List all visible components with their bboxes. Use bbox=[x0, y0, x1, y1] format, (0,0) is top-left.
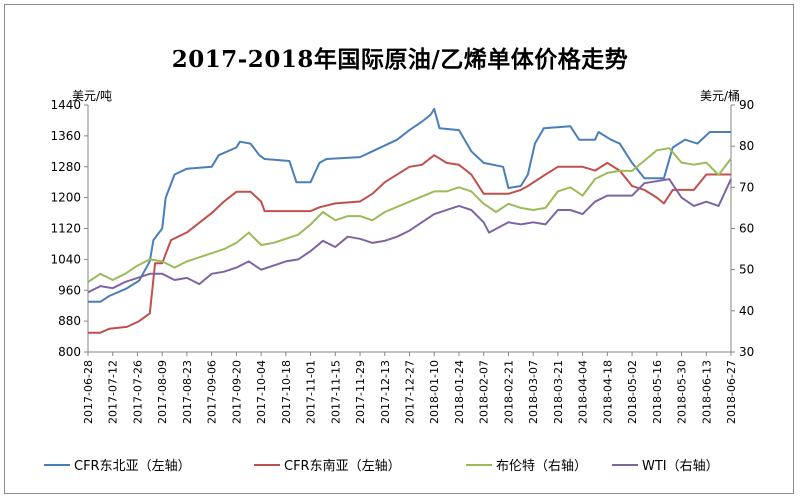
left-y-tick-label: 1200 bbox=[50, 191, 81, 205]
x-tick-label: 2017-07-26 bbox=[131, 360, 144, 424]
right-y-tick-label: 30 bbox=[739, 345, 754, 359]
legend-swatch bbox=[44, 463, 70, 466]
x-tick-label: 2017-11-15 bbox=[329, 360, 342, 424]
left-y-tick-label: 1040 bbox=[50, 252, 81, 266]
right-axis-unit: 美元/桶 bbox=[700, 89, 741, 103]
x-tick-label: 2017-08-09 bbox=[156, 360, 169, 424]
x-tick-label: 2017-12-13 bbox=[379, 360, 392, 424]
x-tick-label: 2018-05-16 bbox=[651, 360, 664, 424]
right-y-tick-label: 50 bbox=[739, 263, 754, 277]
left-y-tick-label: 1120 bbox=[50, 222, 81, 236]
right-y-tick-label: 40 bbox=[739, 304, 754, 318]
x-tick-label: 2018-03-07 bbox=[527, 360, 540, 424]
x-tick-label: 2018-02-21 bbox=[502, 360, 515, 424]
series-line-2 bbox=[88, 154, 731, 334]
legend-item: WTI（右轴） bbox=[612, 455, 719, 474]
legend-item: CFR东北亚（左轴） bbox=[44, 455, 191, 474]
chart-title: 2017-2018年国际原油/乙烯单体价格走势 bbox=[171, 46, 629, 73]
left-axis-unit: 美元/吨 bbox=[72, 89, 113, 103]
legend-swatch bbox=[466, 463, 492, 466]
x-tick-label: 2018-01-24 bbox=[453, 360, 466, 424]
x-tick-label: 2017-12-27 bbox=[404, 360, 417, 424]
right-y-tick-label: 70 bbox=[739, 180, 754, 194]
x-tick-label: 2018-06-13 bbox=[700, 360, 713, 424]
legend-swatch bbox=[254, 463, 280, 466]
right-y-tick-label: 80 bbox=[739, 139, 754, 153]
x-tick-label: 2018-04-04 bbox=[577, 360, 590, 424]
x-tick-label: 2018-03-21 bbox=[552, 360, 565, 424]
x-tick-label: 2018-06-27 bbox=[725, 360, 738, 424]
x-tick-label: 2018-02-07 bbox=[478, 360, 491, 424]
x-tick-label: 2017-10-18 bbox=[280, 360, 293, 424]
x-tick-label: 2017-09-06 bbox=[206, 360, 219, 424]
legend-label: CFR东南亚（左轴） bbox=[284, 459, 401, 474]
x-tick-label: 2017-09-20 bbox=[230, 360, 243, 424]
x-tick-label: 2018-05-02 bbox=[626, 360, 639, 424]
x-tick-label: 2018-05-30 bbox=[676, 360, 689, 424]
x-tick-label: 2017-11-01 bbox=[305, 360, 318, 424]
x-tick-label: 2017-08-23 bbox=[181, 360, 194, 424]
series-line-1 bbox=[88, 107, 731, 303]
left-y-tick-label: 1440 bbox=[50, 98, 81, 112]
left-y-tick-label: 960 bbox=[58, 283, 81, 297]
legend-item: 布伦特（右轴） bbox=[466, 455, 587, 474]
legend-swatch bbox=[612, 463, 638, 466]
legend-item: CFR东南亚（左轴） bbox=[254, 455, 401, 474]
x-tick-label: 2018-01-10 bbox=[428, 360, 441, 424]
chart-frame bbox=[4, 4, 794, 494]
series-line-3 bbox=[87, 147, 732, 283]
x-tick-label: 2017-07-12 bbox=[107, 360, 120, 424]
x-tick-label: 2017-11-29 bbox=[354, 360, 367, 424]
series-line-4 bbox=[87, 178, 732, 294]
right-y-tick-label: 60 bbox=[739, 222, 754, 236]
x-tick-label: 2017-10-04 bbox=[255, 360, 268, 424]
x-tick-label: 2017-06-28 bbox=[82, 360, 95, 424]
legend-label: CFR东北亚（左轴） bbox=[74, 459, 191, 474]
right-y-tick-label: 90 bbox=[739, 98, 754, 112]
left-y-tick-label: 880 bbox=[58, 314, 81, 328]
left-y-tick-label: 800 bbox=[58, 345, 81, 359]
x-tick-label: 2018-04-18 bbox=[601, 360, 614, 424]
left-y-tick-label: 1280 bbox=[50, 160, 81, 174]
chart-legend: CFR东北亚（左轴） CFR东南亚（左轴） 布伦特（右轴） WTI（右轴） bbox=[0, 455, 800, 479]
legend-label: 布伦特（右轴） bbox=[496, 459, 588, 474]
legend-label: WTI（右轴） bbox=[642, 459, 719, 474]
left-y-tick-label: 1360 bbox=[50, 129, 81, 143]
